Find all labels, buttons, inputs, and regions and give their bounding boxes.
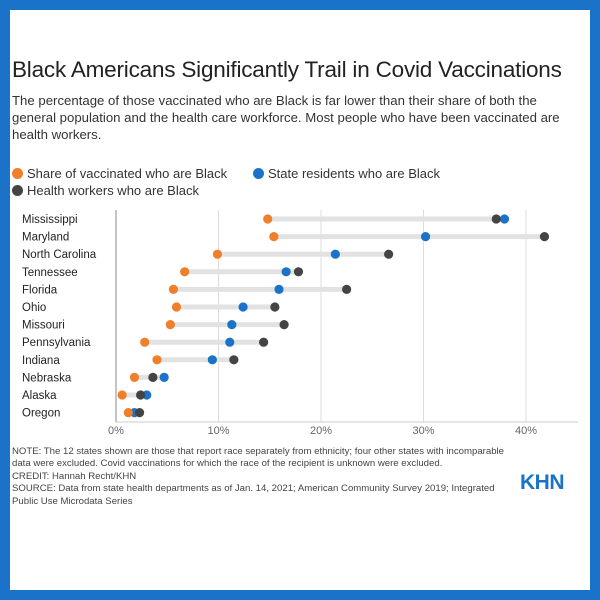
card-frame — [10, 10, 590, 590]
state-label-tennessee: Tennessee — [22, 267, 78, 279]
dot-vaccinated-mississippi — [263, 214, 273, 224]
note-text: NOTE: The 12 states shown are those that… — [12, 446, 505, 470]
dot-residents-nebraska — [159, 372, 169, 382]
state-label-alaska: Alaska — [22, 390, 57, 402]
dot-vaccinated-missouri — [165, 320, 175, 330]
state-label-florida: Florida — [22, 284, 58, 296]
dot-residents-florida — [274, 284, 284, 294]
legend-label-residents: State residents who are Black — [268, 166, 440, 181]
x-tick-label: 40% — [515, 425, 537, 437]
state-label-oregon: Oregon — [22, 408, 60, 420]
source-text: SOURCE: Data from state health departmen… — [12, 483, 495, 507]
state-label-maryland: Maryland — [22, 232, 69, 244]
dot-vaccinated-alaska — [117, 390, 127, 400]
dot-residents-missouri — [227, 320, 237, 330]
x-tick-label: 10% — [207, 425, 229, 437]
dot-residents-mississippi — [499, 214, 510, 224]
dot-health_workers-ohio — [270, 302, 280, 312]
dot-vaccinated-nebraska — [129, 372, 140, 382]
dot-health_workers-missouri — [279, 320, 289, 330]
dot-health_workers-oregon — [134, 408, 145, 418]
dot-health_workers-pennsylvania — [259, 337, 269, 347]
dot-residents-tennessee — [281, 267, 291, 277]
dot-vaccinated-tennessee — [180, 267, 190, 277]
dot-residents-indiana — [207, 355, 217, 365]
x-tick-label: 30% — [412, 425, 434, 437]
dot-health_workers-florida — [342, 284, 352, 294]
x-tick-label: 0% — [108, 425, 124, 437]
dot-residents-maryland — [420, 232, 431, 242]
chart-subtitle: The percentage of those vaccinated who a… — [12, 93, 560, 142]
dot-health_workers-nebraska — [148, 372, 158, 382]
dot-health_workers-indiana — [229, 355, 239, 365]
legend-dot-health-workers — [12, 185, 23, 196]
dot-residents-north-carolina — [330, 249, 340, 259]
state-label-indiana: Indiana — [22, 355, 60, 367]
state-label-mississippi: Mississippi — [22, 214, 78, 226]
khn-logo: KHN — [520, 471, 565, 494]
legend-item-vaccinated: Share of vaccinated who are Black — [12, 166, 227, 181]
dot-health_workers-maryland — [539, 232, 550, 242]
dot-vaccinated-indiana — [152, 355, 162, 365]
dot-vaccinated-pennsylvania — [140, 337, 150, 347]
credit-text: CREDIT: Hannah Recht/KHN — [12, 470, 137, 482]
legend-dot-residents — [253, 168, 264, 179]
legend-label-health-workers: Health workers who are Black — [27, 183, 199, 198]
legend-label-vaccinated: Share of vaccinated who are Black — [27, 166, 228, 181]
dot-residents-pennsylvania — [225, 337, 235, 347]
dot-health_workers-mississippi — [491, 214, 501, 224]
dot-vaccinated-north-carolina — [212, 249, 223, 259]
dot-health_workers-tennessee — [293, 267, 304, 277]
dot-residents-ohio — [238, 302, 248, 312]
dot-health_workers-alaska — [136, 390, 146, 400]
chart-title: Black Americans Significantly Trail in C… — [12, 57, 562, 82]
dot-health_workers-north-carolina — [384, 249, 394, 259]
dot-vaccinated-ohio — [171, 302, 182, 312]
x-tick-label: 20% — [310, 425, 332, 437]
footnotes: NOTE: The 12 states shown are those that… — [12, 446, 512, 508]
state-label-pennsylvania: Pennsylvania — [22, 337, 91, 349]
legend-dot-vaccinated — [12, 168, 23, 179]
state-label-north-carolina: North Carolina — [22, 249, 97, 261]
dot-vaccinated-florida — [168, 284, 178, 294]
legend-item-residents: State residents who are Black — [253, 166, 440, 181]
state-label-nebraska: Nebraska — [22, 372, 72, 384]
dot-vaccinated-maryland — [269, 232, 279, 242]
state-label-ohio: Ohio — [22, 302, 46, 314]
dot-vaccinated-oregon — [123, 408, 133, 418]
legend-item-health-workers: Health workers who are Black — [12, 183, 199, 198]
state-label-missouri: Missouri — [22, 320, 65, 332]
